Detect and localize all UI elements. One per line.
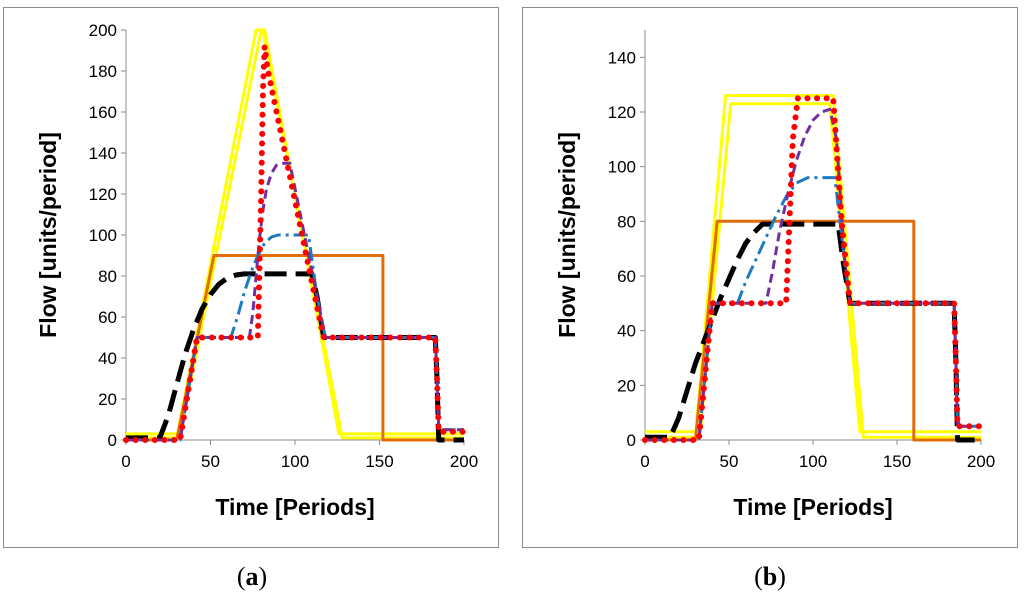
- x-tick-label: 0: [640, 452, 649, 471]
- y-tick-label: 100: [89, 226, 117, 245]
- x-tick-label: 50: [201, 452, 220, 471]
- series-black-dashed: [645, 221, 981, 443]
- chart-b: 0 20 40 60 80 100 120 140 0 50 100 150 200 Time [Peri…: [554, 30, 995, 520]
- x-tick-label: 100: [799, 452, 827, 471]
- y-tick-label: 60: [617, 267, 636, 286]
- series-black-dashed: [126, 271, 464, 443]
- y-tick-label: 140: [89, 144, 117, 163]
- x-tick-label: 100: [281, 452, 309, 471]
- x-axis-title: Time [Periods]: [215, 494, 374, 520]
- x-tick-label: 50: [720, 452, 739, 471]
- caption-a: (a): [236, 562, 268, 591]
- y-tick-label: 100: [608, 158, 636, 177]
- y-tick-label: 160: [89, 103, 117, 122]
- series-red-dotted: [642, 95, 984, 443]
- series-orange: [126, 254, 464, 442]
- y-axis-title: Flow [units/period]: [35, 132, 61, 338]
- y-tick-label: 120: [89, 185, 117, 204]
- y-tick-label: 180: [89, 62, 117, 81]
- y-tick-label: 20: [98, 390, 117, 409]
- series-blue-dashdot: [645, 176, 981, 442]
- y-tick-label: 140: [608, 48, 636, 67]
- y-tick-label: 0: [627, 431, 636, 450]
- y-tick-label: 80: [617, 212, 636, 231]
- x-tick-label: 200: [967, 452, 995, 471]
- series-red-dotted: [123, 43, 467, 443]
- x-axis-title: Time [Periods]: [733, 494, 892, 520]
- y-axis-title: Flow [units/period]: [554, 132, 580, 338]
- y-tick-label: 200: [89, 21, 117, 40]
- y-tick-label: 40: [98, 349, 117, 368]
- series-yellow-outer: [126, 28, 464, 440]
- y-tick-label: 80: [98, 267, 117, 286]
- series-yellow-inner: [126, 28, 464, 436]
- y-tick-label: 60: [98, 308, 117, 327]
- y-tick-label: 120: [608, 103, 636, 122]
- x-tick-label: 150: [365, 452, 393, 471]
- y-tick-label: 40: [617, 322, 636, 341]
- series-yellow-inner: [645, 102, 981, 434]
- x-tick-label: 0: [121, 452, 130, 471]
- series-purple-dashed: [645, 107, 981, 442]
- caption-b: (b): [754, 562, 786, 591]
- series-orange: [645, 219, 981, 442]
- chart-a: 0 20 40 60 80 100 120 140 160 180 200 0 50 100 150 200 T…: [35, 21, 478, 520]
- x-tick-label: 200: [450, 452, 478, 471]
- y-tick-label: 20: [617, 376, 636, 395]
- chart-panel-b: 0 20 40 60 80 100 120 140 0 50 100 150 200 Time [Peri…: [522, 7, 1018, 548]
- series-yellow-outer: [645, 94, 981, 439]
- y-tick-label: 0: [108, 431, 117, 450]
- x-tick-label: 150: [883, 452, 911, 471]
- chart-panel-a: 0 20 40 60 80 100 120 140 160 180 200 0 50 100 150 200 T…: [3, 7, 499, 548]
